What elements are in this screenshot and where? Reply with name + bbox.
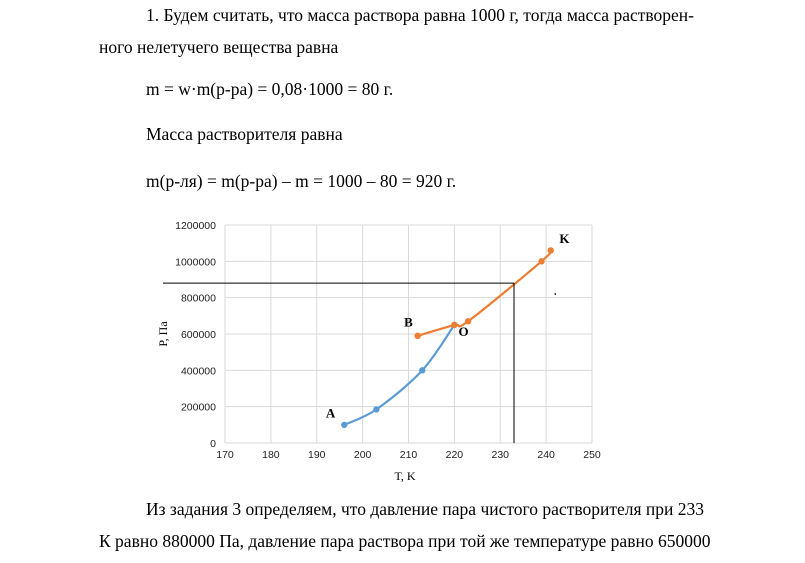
formula-solvent-mass: m(р-ля) = m(р-ра) – m = 1000 – 80 = 920 … <box>146 171 457 191</box>
paragraph-line-2: ного нелетучего вещества равна <box>99 37 339 57</box>
formula-solute-mass: m = w·m(р-ра) = 0,08·1000 = 80 г. <box>146 79 394 99</box>
y-tick-label: 200000 <box>181 402 216 414</box>
x-tick-label: 230 <box>491 449 509 461</box>
paragraph-line-3: Масса растворителя равна <box>146 124 343 144</box>
x-tick-label: 210 <box>400 449 418 461</box>
data-point <box>373 406 380 413</box>
data-point <box>341 421 348 429</box>
point-label: A <box>326 406 336 421</box>
data-point <box>547 247 554 254</box>
point-label: O <box>458 324 468 339</box>
x-tick-label: 200 <box>354 449 372 461</box>
x-tick-label: 180 <box>262 449 280 461</box>
data-point <box>414 332 421 340</box>
x-axis-title: T, K <box>394 469 415 483</box>
x-tick-label: 240 <box>537 449 555 461</box>
x-tick-label: 190 <box>308 449 326 461</box>
point-label: K <box>559 231 570 246</box>
paragraph-line-4: Из задания 3 определяем, что давление па… <box>146 499 705 519</box>
chart-grid <box>224 224 593 444</box>
point-label: B <box>404 315 413 330</box>
y-axis-title: P, Па <box>156 321 170 347</box>
data-point <box>451 321 458 329</box>
y-tick-label: 0 <box>210 438 216 450</box>
chart-series <box>341 247 554 429</box>
x-tick-label: 170 <box>216 449 234 461</box>
y-tick-label: 1200000 <box>175 220 216 232</box>
stray-dot <box>554 293 557 295</box>
y-tick-label: 800000 <box>181 293 216 305</box>
data-point <box>464 318 472 325</box>
x-tick-label: 250 <box>583 449 601 461</box>
chart-axes: 170 180 190 200 210 220 230 240 250 0 200000 400000… <box>175 220 601 461</box>
y-tick-label: 1000000 <box>175 256 216 268</box>
series-line-1 <box>417 249 552 337</box>
paragraph-line-5: К равно 880000 Па, давление пара раствор… <box>99 531 711 551</box>
paragraph-line-1: 1. Будем считать, что масса раствора рав… <box>146 5 694 25</box>
x-tick-label: 220 <box>446 449 464 461</box>
series-line-0 <box>343 324 456 426</box>
data-point <box>538 258 545 265</box>
y-tick-label: 600000 <box>181 329 216 341</box>
chart-labels: A B O K <box>163 231 570 443</box>
data-point <box>419 367 426 374</box>
y-tick-label: 400000 <box>181 365 216 377</box>
